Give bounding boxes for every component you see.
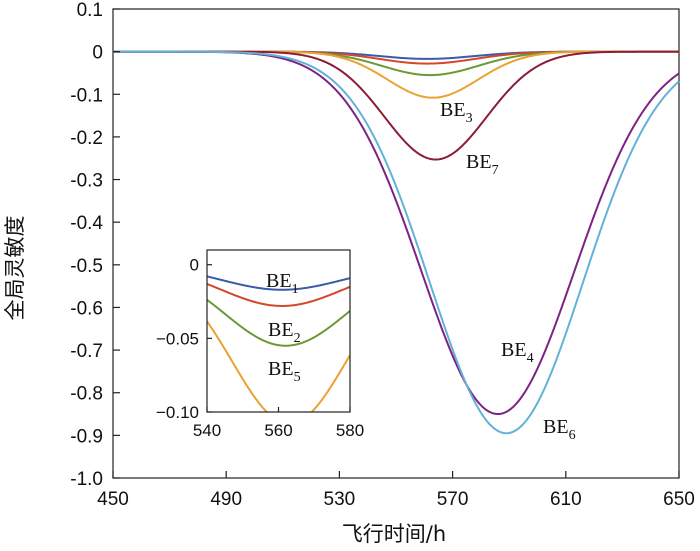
inset-y-tick-label: −0.10: [156, 403, 199, 422]
curve-label-be4: BE4: [501, 339, 534, 366]
y-tick-label: -0.4: [70, 213, 103, 234]
y-axis-title: 全局灵敏度: [3, 216, 27, 321]
y-tick-label: -0.2: [70, 128, 103, 149]
curve-label-be2: BE2: [268, 319, 301, 346]
curve-be5: [113, 50, 679, 77]
y-tick-label: -1.0: [70, 469, 103, 490]
curve-label-be5: BE5: [268, 358, 301, 385]
inset-curve-be1: [207, 275, 350, 291]
curve-be3: [113, 50, 679, 99]
x-axis-title: 飞行时间/h: [342, 522, 446, 546]
inset-curve-be2: [207, 283, 350, 307]
x-tick-label: 610: [550, 489, 582, 510]
y-tick-label: -0.8: [70, 384, 103, 405]
inset-curve-be3: [207, 320, 350, 412]
inset-axis-ticks: 540 560 580 0 −0.05 −0.10: [156, 256, 364, 440]
inset-y-tick-label: −0.05: [156, 329, 199, 348]
curve-be4: [113, 50, 680, 416]
y-tick-label: -0.1: [70, 85, 103, 106]
curve-label-be1: BE1: [266, 270, 299, 297]
curve-label-be3: BE3: [440, 99, 473, 126]
main-plot-frame: [112, 8, 680, 479]
y-tick-label: -0.5: [70, 256, 103, 277]
y-tick-label: 0.1: [77, 0, 103, 21]
y-tick-label: -0.7: [70, 341, 103, 362]
curve-be7: [113, 50, 679, 161]
curve-labels: BE1 BE2 BE5 BE3 BE7 BE4 BE6: [266, 99, 576, 443]
x-tick-label: 650: [663, 489, 695, 510]
curve-label-be7: BE7: [466, 151, 499, 178]
x-tick-label: 570: [437, 489, 469, 510]
y-tick-label: -0.6: [70, 298, 103, 319]
inset-curve-be5: [207, 298, 350, 347]
x-tick-label: 450: [97, 489, 129, 510]
inset-y-tick-label: 0: [190, 256, 199, 275]
curve-label-be6: BE6: [543, 416, 576, 443]
y-tick-label: 0: [92, 43, 103, 64]
inset-background: [207, 250, 350, 412]
main-plot: 450 490 530 570 610 650 0.1 0 -0.1 -0.2 -0.3 -0.4 -0…: [70, 0, 695, 510]
y-tick-label: -0.3: [70, 171, 103, 192]
inset-x-tick-label: 560: [264, 421, 292, 440]
curve-be6: [113, 50, 680, 435]
inset-x-tick-label: 580: [336, 421, 364, 440]
x-tick-label: 530: [324, 489, 356, 510]
inset-curves: [207, 275, 350, 412]
inset-plot: 540 560 580 0 −0.05 −0.10: [156, 249, 364, 440]
y-tick-label: -0.9: [70, 426, 103, 447]
main-curves: [113, 50, 680, 435]
main-axis-ticks: 450 490 530 570 610 650 0.1 0 -0.1 -0.2 -0.3 -0.4 -0…: [70, 0, 695, 510]
inset-x-tick-label: 540: [193, 421, 221, 440]
x-tick-label: 490: [210, 489, 242, 510]
